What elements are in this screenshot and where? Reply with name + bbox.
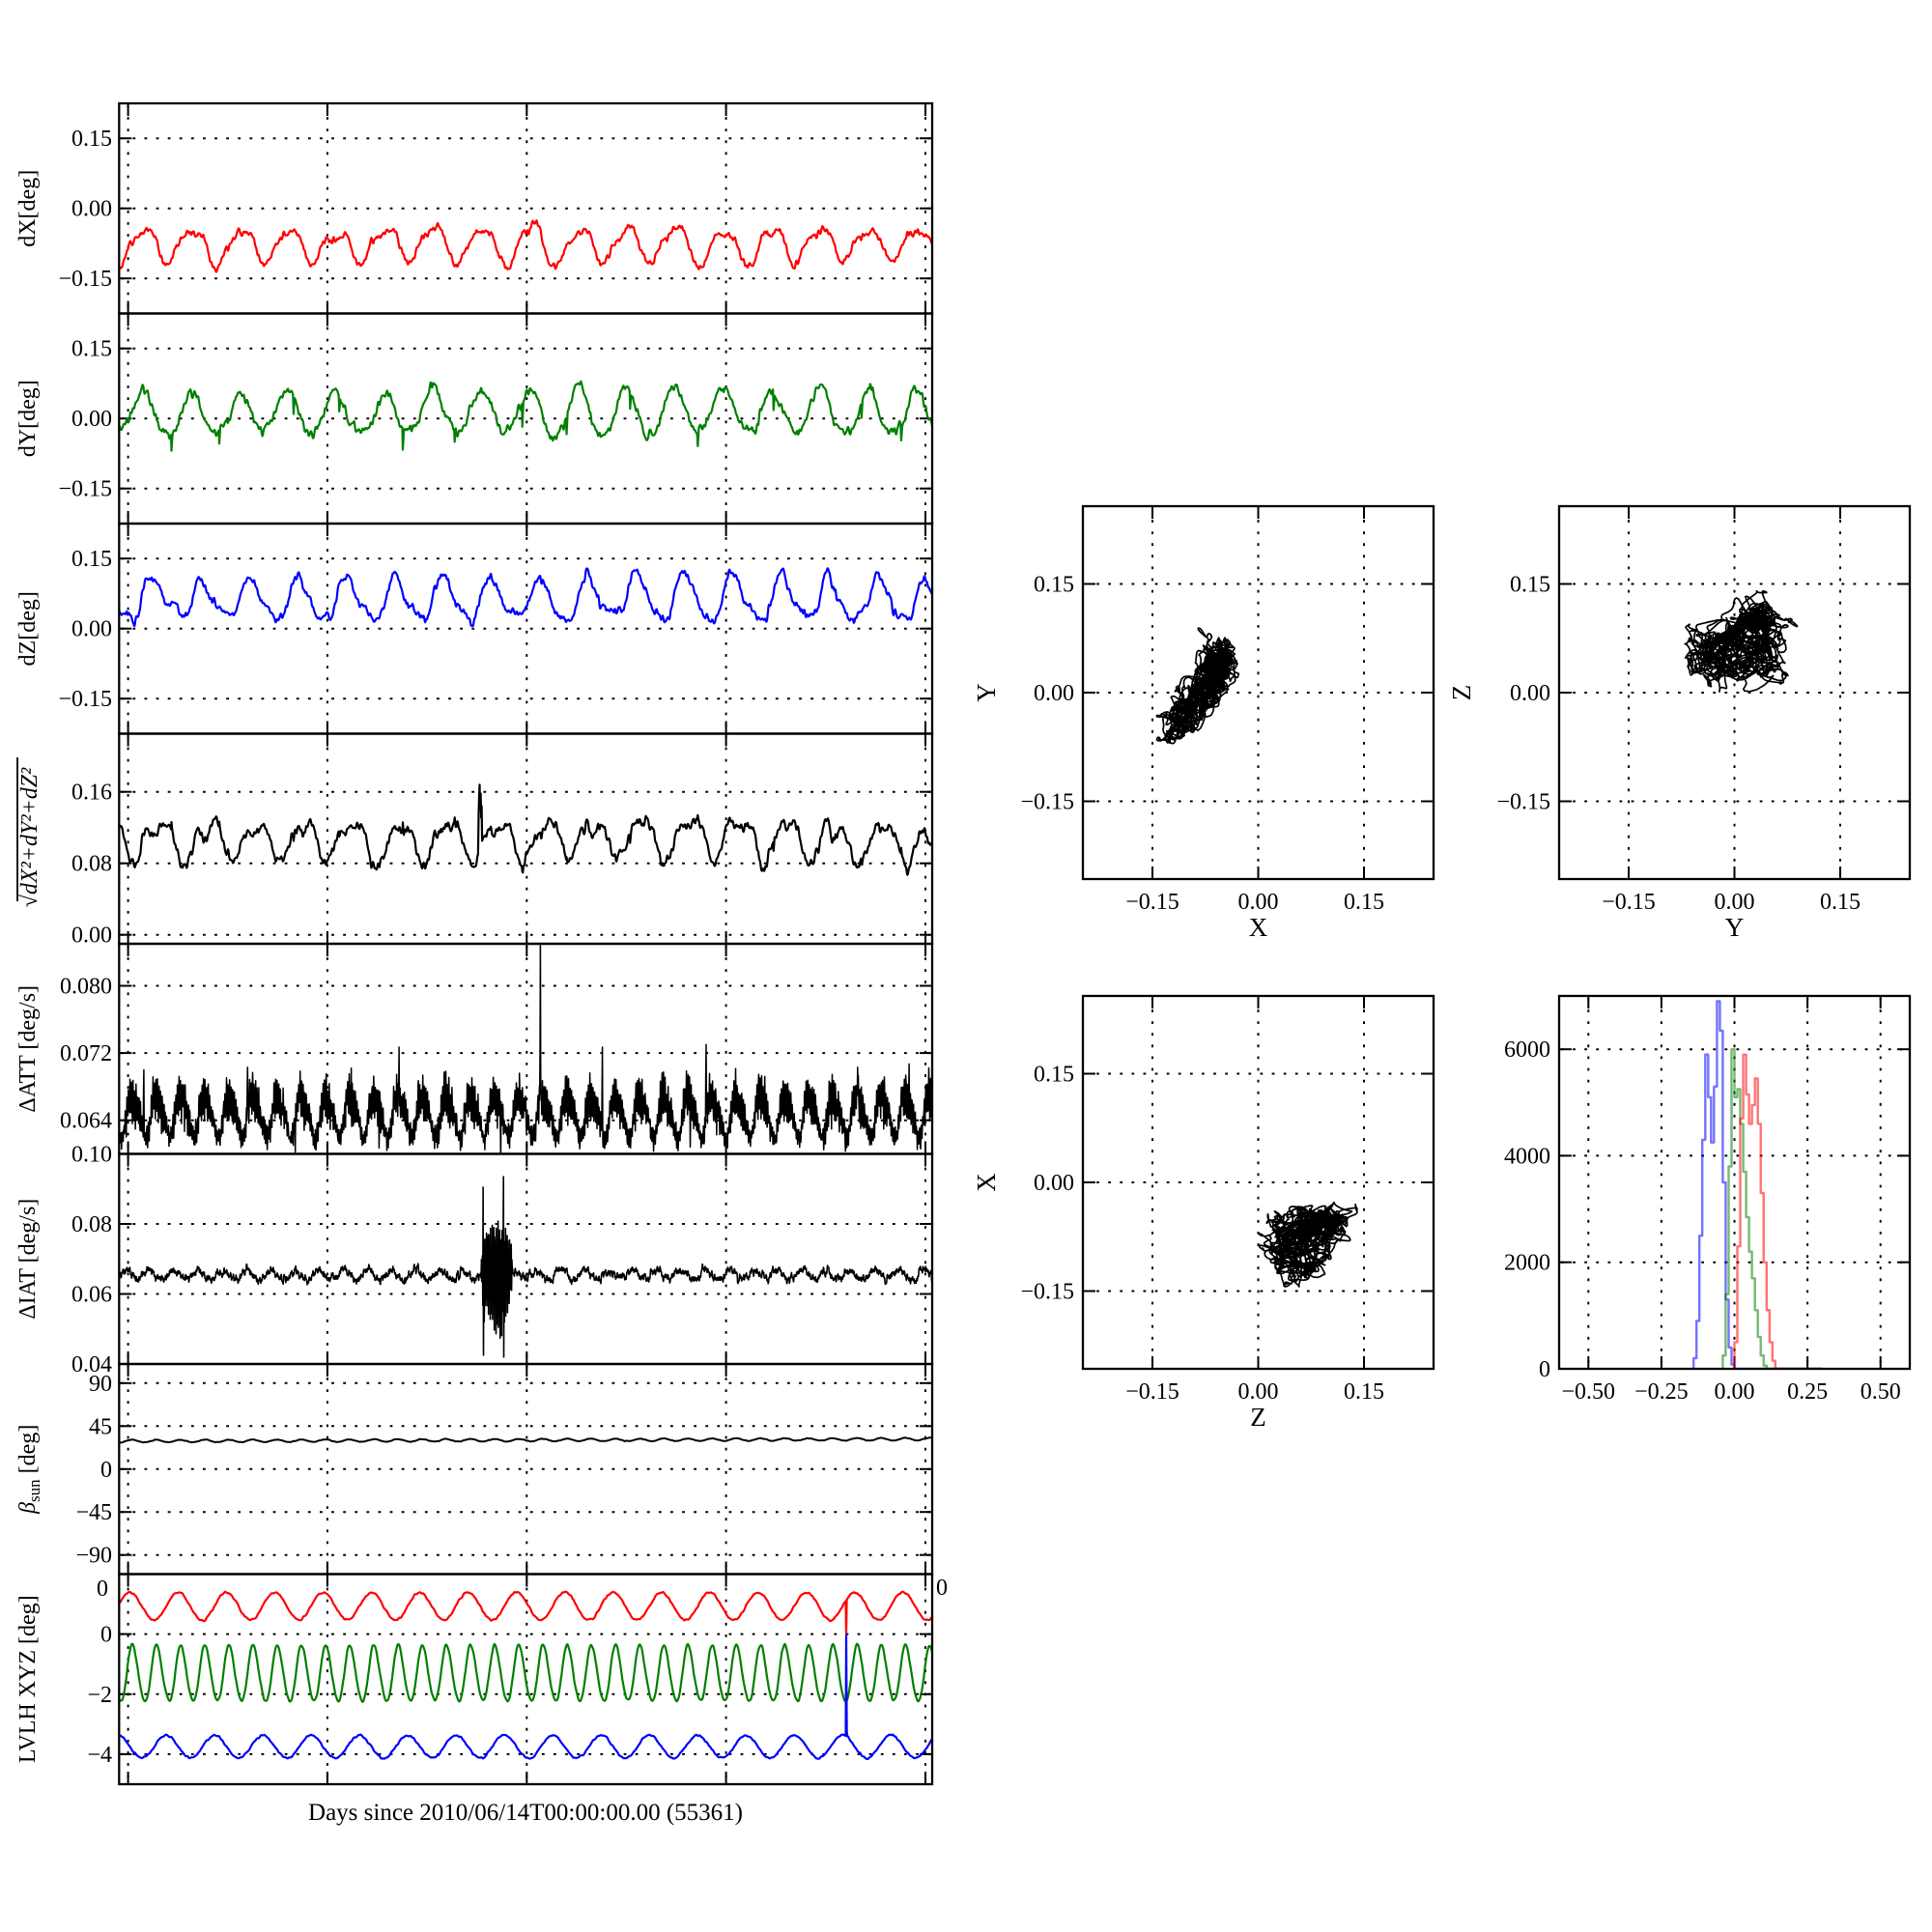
svg-text:0.00: 0.00 — [71, 617, 112, 642]
svg-text:−0.15: −0.15 — [58, 267, 112, 292]
svg-text:0.15: 0.15 — [1510, 573, 1550, 598]
svg-text:0.15: 0.15 — [1034, 1063, 1074, 1088]
svg-text:Y: Y — [1725, 913, 1745, 942]
svg-text:0.15: 0.15 — [1820, 890, 1861, 915]
svg-text:0.00: 0.00 — [71, 197, 112, 222]
svg-text:−0.15: −0.15 — [1020, 1280, 1074, 1305]
svg-text:−0.25: −0.25 — [1634, 1379, 1689, 1405]
svg-text:0.04: 0.04 — [71, 1352, 112, 1378]
svg-text:−2: −2 — [87, 1683, 112, 1708]
svg-text:Z: Z — [1447, 685, 1476, 701]
svg-text:X: X — [1249, 913, 1268, 942]
svg-text:−45: −45 — [75, 1500, 112, 1525]
svg-text:−4: −4 — [87, 1743, 112, 1768]
svg-text:dX[deg]: dX[deg] — [15, 170, 41, 247]
svg-text:0.15: 0.15 — [1034, 573, 1074, 598]
svg-text:ΔATT [deg/s]: ΔATT [deg/s] — [15, 985, 41, 1113]
svg-text:−0.50: −0.50 — [1562, 1379, 1616, 1405]
svg-text:0.50: 0.50 — [1861, 1379, 1901, 1405]
svg-text:0.15: 0.15 — [1344, 1379, 1384, 1405]
svg-text:ΔIAT [deg/s]: ΔIAT [deg/s] — [15, 1199, 41, 1320]
svg-text:−90: −90 — [75, 1544, 112, 1569]
svg-text:0.16: 0.16 — [71, 781, 112, 806]
svg-text:0.00: 0.00 — [1238, 1379, 1279, 1405]
svg-text:0: 0 — [100, 1458, 112, 1483]
svg-text:0.00: 0.00 — [1715, 1379, 1755, 1405]
svg-text:−0.15: −0.15 — [1125, 890, 1179, 915]
svg-text:0.15: 0.15 — [1344, 890, 1384, 915]
svg-text:0.08: 0.08 — [71, 1212, 112, 1237]
svg-text:0.072: 0.072 — [60, 1041, 112, 1066]
svg-text:0: 0 — [100, 1623, 112, 1648]
svg-text:0: 0 — [936, 1576, 948, 1601]
svg-text:−0.15: −0.15 — [1020, 790, 1074, 815]
svg-text:0.00: 0.00 — [71, 923, 112, 949]
svg-text:−0.15: −0.15 — [1496, 790, 1550, 815]
svg-text:0.00: 0.00 — [1715, 890, 1755, 915]
svg-text:0.00: 0.00 — [1034, 681, 1074, 706]
svg-text:0.08: 0.08 — [71, 852, 112, 877]
svg-text:0.06: 0.06 — [71, 1283, 112, 1308]
svg-text:0.15: 0.15 — [71, 547, 112, 572]
svg-text:βsun [deg]: βsun [deg] — [15, 1425, 43, 1515]
svg-text:0: 0 — [1539, 1357, 1550, 1382]
svg-text:Y: Y — [972, 683, 1001, 702]
svg-text:X: X — [972, 1173, 1001, 1192]
svg-text:90: 90 — [89, 1372, 112, 1397]
svg-text:0: 0 — [97, 1577, 108, 1602]
svg-text:Z: Z — [1250, 1403, 1266, 1432]
svg-text:0.00: 0.00 — [1238, 890, 1279, 915]
svg-text:Days since 2010/06/14T00:00:00: Days since 2010/06/14T00:00:00.00 (55361… — [308, 1800, 743, 1826]
svg-text:√dX²+dY²+dZ²: √dX²+dY²+dZ² — [17, 767, 43, 907]
svg-text:0.00: 0.00 — [71, 407, 112, 432]
svg-text:LVLH XYZ [deg]: LVLH XYZ [deg] — [15, 1595, 41, 1763]
svg-text:0.00: 0.00 — [1034, 1171, 1074, 1196]
svg-text:0.064: 0.064 — [60, 1109, 112, 1134]
svg-text:0.080: 0.080 — [60, 975, 112, 1000]
svg-text:−0.15: −0.15 — [1125, 1379, 1179, 1405]
svg-text:6000: 6000 — [1504, 1037, 1550, 1063]
svg-text:−0.15: −0.15 — [1602, 890, 1656, 915]
svg-text:dZ[deg]: dZ[deg] — [15, 591, 41, 666]
svg-text:0.15: 0.15 — [71, 127, 112, 152]
svg-text:4000: 4000 — [1504, 1144, 1550, 1169]
svg-text:dY[deg]: dY[deg] — [15, 380, 41, 457]
svg-text:0.10: 0.10 — [71, 1143, 112, 1168]
svg-text:0.00: 0.00 — [1510, 681, 1550, 706]
svg-text:2000: 2000 — [1504, 1251, 1550, 1276]
svg-text:−0.15: −0.15 — [58, 477, 112, 502]
svg-text:−0.15: −0.15 — [58, 687, 112, 712]
svg-text:0.15: 0.15 — [71, 337, 112, 362]
svg-text:45: 45 — [89, 1414, 112, 1439]
svg-text:0.25: 0.25 — [1787, 1379, 1828, 1405]
